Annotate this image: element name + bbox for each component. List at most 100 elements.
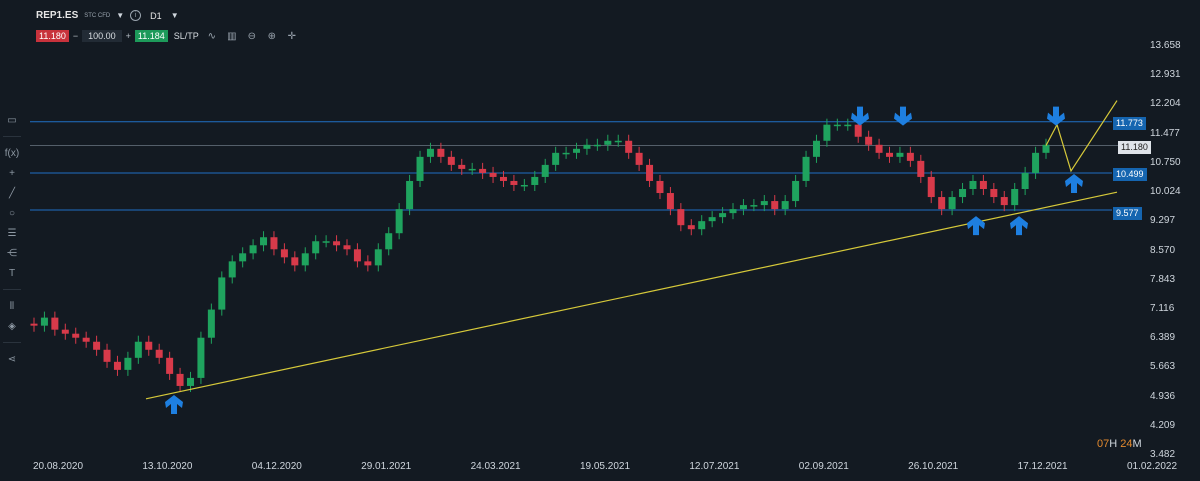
candle-body <box>364 261 372 266</box>
candle-body <box>656 180 664 194</box>
candle-body <box>917 160 925 177</box>
line-chart-icon[interactable]: ∿ <box>207 30 216 42</box>
candle-body <box>906 152 914 161</box>
candle-body <box>802 156 810 181</box>
symbol-dropdown-icon[interactable]: ▼ <box>116 11 125 20</box>
candle-body <box>938 197 946 210</box>
zoom-in-icon[interactable]: ⊕ <box>267 30 276 42</box>
candle-body <box>792 180 800 202</box>
candle-body <box>249 245 257 254</box>
pitchfork-icon[interactable]: ⋲ <box>7 247 17 259</box>
candle-body <box>781 201 789 210</box>
candle-body <box>854 124 862 137</box>
x-tick-label: 04.12.2020 <box>251 461 302 472</box>
candle-body <box>207 309 215 338</box>
candle-body <box>291 257 299 266</box>
candle-body <box>301 253 309 266</box>
candle-body <box>614 140 622 143</box>
countdown-minutes: 24 <box>1120 438 1133 450</box>
candle-body <box>739 205 747 210</box>
candle-body <box>166 357 174 374</box>
level-label-low: 9.577 <box>1113 207 1142 220</box>
candle-body <box>155 349 163 358</box>
function-icon[interactable]: f(x) <box>4 147 20 159</box>
increase-volume-button[interactable]: + <box>125 31 131 41</box>
rectangle-icon[interactable]: ▭ <box>7 114 17 126</box>
arrow-up-icon <box>1010 216 1028 236</box>
timeframe-select[interactable]: D1 <box>150 10 162 21</box>
x-tick-label: 24.03.2021 <box>470 461 521 472</box>
candle-body <box>1000 197 1008 206</box>
candle-body <box>896 152 904 157</box>
candle-body <box>1032 152 1040 173</box>
candle-body <box>416 156 424 181</box>
symbol-name[interactable]: REP1.ES <box>36 10 79 21</box>
layers-icon[interactable]: ◈ <box>8 320 16 332</box>
candle-body <box>1042 144 1050 153</box>
info-icon[interactable]: i <box>130 10 142 21</box>
candle-body <box>113 361 121 370</box>
candle-body <box>458 164 466 169</box>
timeframe-dropdown-icon[interactable]: ▼ <box>170 11 179 20</box>
plus-icon[interactable]: + <box>9 167 15 179</box>
crosshair-icon[interactable]: ✛ <box>287 30 296 42</box>
arrow-down-icon <box>1047 106 1065 126</box>
candle-body <box>708 217 716 222</box>
candle-body <box>833 124 841 127</box>
x-tick-label: 02.09.2021 <box>798 461 849 472</box>
candle-body <box>124 357 132 370</box>
candle-body <box>280 249 288 258</box>
x-tick-label: 26.10.2021 <box>908 461 959 472</box>
drawing-toolbar: ▭ f(x) + ╱ ○ ☰ ⋲ T ⦀ ◈ ⋖ <box>0 110 24 369</box>
candle-body <box>698 221 706 230</box>
y-tick-label: 4.936 <box>1150 390 1176 402</box>
x-tick-label: 13.10.2020 <box>142 461 193 472</box>
candle-body <box>1011 189 1019 206</box>
y-tick-label: 12.931 <box>1150 69 1181 81</box>
candle-body <box>635 152 643 165</box>
y-tick-label: 12.204 <box>1150 98 1181 110</box>
decrease-volume-button[interactable]: − <box>72 31 79 41</box>
circle-icon[interactable]: ○ <box>8 207 16 219</box>
candle-body <box>959 189 967 198</box>
sl-tp-button[interactable]: SL/TP <box>173 31 199 41</box>
y-tick-label: 6.389 <box>1150 332 1176 344</box>
x-tick-label: 01.02.2022 <box>1126 461 1178 472</box>
ruler-icon[interactable]: ⦀ <box>9 300 15 312</box>
x-tick-label: 20.08.2020 <box>32 461 84 472</box>
zoom-out-icon[interactable]: ⊖ <box>247 30 256 42</box>
candle-body <box>385 233 393 250</box>
volume-input[interactable]: 100.00 <box>82 30 122 42</box>
toolbar-divider <box>3 342 21 343</box>
y-tick-label: 7.116 <box>1150 302 1175 314</box>
candle-body <box>343 245 351 250</box>
pencil-icon[interactable]: ╱ <box>8 187 16 199</box>
buy-button[interactable]: 11.184 <box>134 30 168 42</box>
candle-body <box>510 180 518 185</box>
candle-body <box>72 333 80 338</box>
candle-body <box>927 176 935 198</box>
current-price-label: 11.180 <box>1118 141 1151 154</box>
candle-body <box>625 140 633 153</box>
candle-body <box>322 241 330 243</box>
candle-body <box>260 237 268 246</box>
x-tick-label: 12.07.2021 <box>689 461 740 472</box>
level-label-mid: 10.499 <box>1113 168 1147 181</box>
share-icon[interactable]: ⋖ <box>7 353 17 365</box>
symbol-header: REP1.ES STC CFD ▼ i D1 ▼ <box>36 10 179 21</box>
candle-body <box>562 152 570 155</box>
candle-body <box>771 201 779 210</box>
candle-body <box>489 172 497 177</box>
candle-body <box>353 249 361 262</box>
fibonacci-icon[interactable]: ☰ <box>7 227 17 239</box>
candle-body <box>30 323 38 326</box>
y-tick-label: 3.482 <box>1150 449 1176 460</box>
candle-body <box>823 124 831 141</box>
candle-body <box>186 377 194 386</box>
text-icon[interactable]: T <box>8 267 16 279</box>
sell-button[interactable]: 11.180 <box>36 30 69 42</box>
candle-body <box>865 136 873 145</box>
candle-body <box>93 341 101 350</box>
candles-icon[interactable]: ▥ <box>227 30 237 42</box>
